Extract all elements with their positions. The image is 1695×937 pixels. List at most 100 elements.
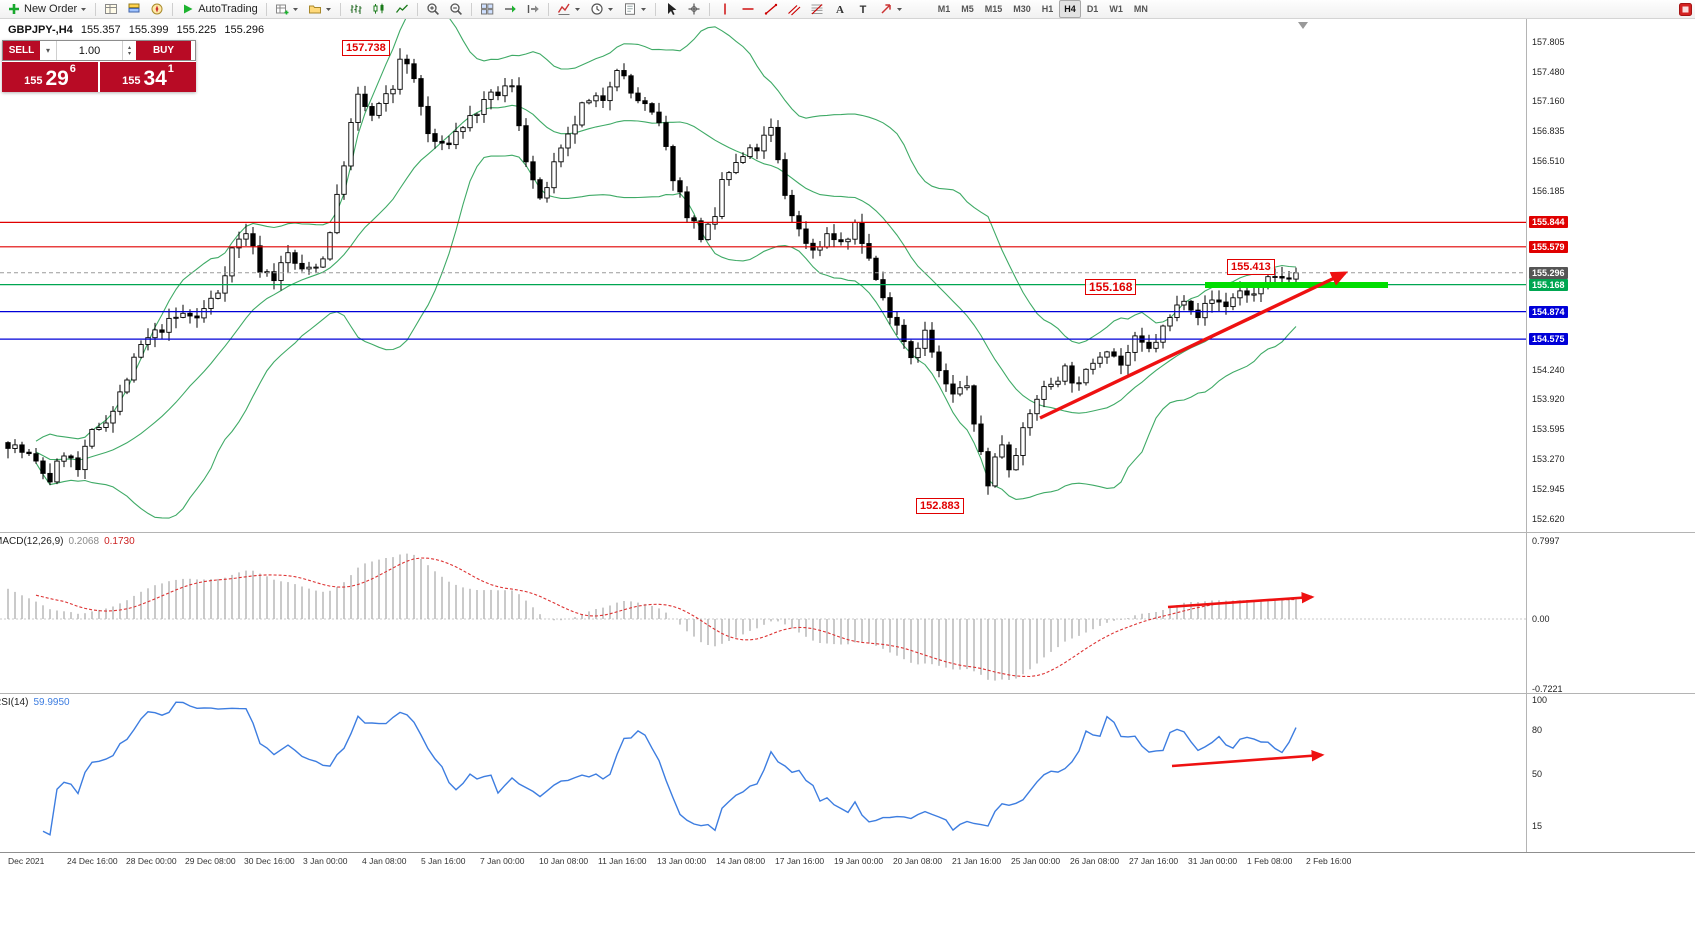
macd-title: MACD(12,26,9) <box>0 536 64 547</box>
dropdown-caret-icon <box>81 7 87 11</box>
price-chart-panel[interactable]: GBPJPY-,H4 155.357 155.399 155.225 155.2… <box>0 18 1527 532</box>
auto-scroll-icon-glyph <box>504 5 516 13</box>
timeframe-m15-button[interactable]: M15 <box>984 4 1003 14</box>
price-scale-axis[interactable]: 157.805 157.480 157.160 156.835 156.510 156.1… <box>1528 18 1695 852</box>
rsi-panel[interactable]: RSI(14) 59.9950 <box>0 694 1527 852</box>
price-tick: 153.270 <box>1532 454 1565 465</box>
timeframe-d1-button[interactable]: D1 <box>1086 4 1099 14</box>
macd-panel[interactable]: MACD(12,26,9) 0.2068 0.1730 <box>0 533 1527 693</box>
timeframe-m30-button[interactable]: M30 <box>1013 4 1031 14</box>
data-window-icon[interactable] <box>123 0 145 18</box>
rsi-tick: 100 <box>1532 695 1548 705</box>
panel-separator[interactable] <box>0 693 1695 694</box>
symbol-period-label: GBPJPY-,H4 <box>8 24 73 36</box>
time-label: 1 Feb 08:00 <box>1247 856 1293 866</box>
timeframe-mn-button[interactable]: MN <box>1133 4 1148 14</box>
periods-icon[interactable] <box>586 0 618 18</box>
chart-price-callout[interactable]: 155.168 <box>1085 279 1137 295</box>
price-tick: 153.920 <box>1532 394 1565 405</box>
chart-ohlc-header: GBPJPY-,H4 155.357 155.399 155.225 155.2… <box>8 24 269 36</box>
tile-windows-icon[interactable] <box>476 0 498 18</box>
svg-text:T: T <box>859 4 866 16</box>
zoom-in-icon[interactable] <box>422 0 444 18</box>
autotrading-button[interactable]: AutoTrading <box>177 0 262 18</box>
market-watch-icon[interactable] <box>100 0 122 18</box>
label-icon[interactable]: T <box>852 0 874 18</box>
macd-main-value: 0.2068 <box>68 536 100 547</box>
new-chart-icon[interactable] <box>271 0 303 18</box>
zoom-out-icon[interactable] <box>445 0 467 18</box>
price-tick: 157.805 <box>1532 37 1565 47</box>
sell-button[interactable]: 155 29 6 <box>2 62 98 92</box>
price-chart-svg <box>0 18 1527 519</box>
channel-icon[interactable] <box>783 0 805 18</box>
navigator-icon[interactable] <box>146 0 168 18</box>
line-chart-icon[interactable] <box>391 0 413 18</box>
indicators-icon[interactable] <box>553 0 585 18</box>
chart-price-callout[interactable]: 155.413 <box>1227 259 1275 275</box>
bar-chart-icon[interactable] <box>345 0 367 18</box>
toolbar-separator <box>265 2 267 16</box>
price-tick: 153.595 <box>1532 424 1565 435</box>
time-label: 25 Jan 00:00 <box>1011 856 1061 866</box>
macd-label: MACD(12,26,9) 0.2068 0.1730 <box>0 536 140 547</box>
text-icon[interactable]: A <box>829 0 851 18</box>
templates-icon[interactable] <box>619 0 651 18</box>
timeframe-w1-button[interactable]: W1 <box>1109 4 1123 14</box>
periods-icon-glyph <box>591 3 603 15</box>
sell-price-pips: 29 <box>45 67 69 90</box>
volume-up-icon[interactable]: ▴ <box>127 44 131 51</box>
toolbar-separator <box>708 2 710 16</box>
toolbar-buttons: New Order AutoTrading A T <box>3 0 907 18</box>
vertical-line-icon[interactable] <box>714 0 736 18</box>
chart-price-callout[interactable]: 157.738 <box>342 40 390 56</box>
volume-dropdown[interactable]: ▾ <box>40 41 57 60</box>
dropdown-caret-icon <box>574 7 580 11</box>
volume-down-icon[interactable]: ▾ <box>127 50 131 57</box>
price-tick: 156.510 <box>1532 156 1565 167</box>
trendline-icon[interactable] <box>760 0 782 18</box>
buy-tab[interactable]: BUY <box>136 41 191 60</box>
arrows-icon[interactable] <box>875 0 907 18</box>
auto-scroll-icon[interactable] <box>499 0 521 18</box>
macd-chart-svg <box>0 553 1527 681</box>
toolbar-right <box>1675 0 1695 18</box>
sell-tab[interactable]: SELL <box>3 41 40 60</box>
cursor-icon[interactable] <box>660 0 682 18</box>
rsi-tick: 80 <box>1532 724 1543 735</box>
candlestick-chart-icon[interactable] <box>368 0 390 18</box>
timeframe-m1-button[interactable]: M1 <box>937 4 951 14</box>
time-label: 19 Jan 00:00 <box>834 856 884 866</box>
volume-stepper[interactable]: ▴ ▾ <box>122 41 136 60</box>
profiles-icon[interactable] <box>304 0 336 18</box>
timeframe-toolbar: M1 M5 M15 M30 H1 H4 D1 W1 MN <box>933 0 1153 18</box>
rsi-chart-svg <box>42 701 1325 836</box>
chart-price-callout[interactable]: 152.883 <box>916 498 964 514</box>
new-order-button[interactable]: New Order <box>3 0 91 18</box>
volume-input[interactable] <box>57 41 122 60</box>
chart-shift-icon[interactable] <box>522 0 544 18</box>
fibonacci-icon[interactable] <box>806 0 828 18</box>
new-order-button-label: New Order <box>24 3 78 15</box>
fibonacci-icon-glyph <box>811 4 823 15</box>
horizontal-line-icon[interactable] <box>737 0 759 18</box>
timeframe-h1-button[interactable]: H1 <box>1041 4 1054 14</box>
time-label: 26 Jan 08:00 <box>1070 856 1120 866</box>
market-watch-icon-glyph <box>105 4 118 14</box>
time-label: 14 Jan 08:00 <box>716 856 766 866</box>
buy-button[interactable]: 155 34 1 <box>100 62 196 92</box>
crosshair-icon[interactable] <box>683 0 705 18</box>
time-axis[interactable]: Dec 2021 24 Dec 16:00 28 Dec 00:00 29 Dec 0… <box>0 853 1695 869</box>
timeframe-m5-button[interactable]: M5 <box>961 4 974 14</box>
price-tag-resistance-2: 155.579 <box>1529 240 1568 253</box>
red-badge-icon[interactable] <box>1675 0 1695 18</box>
panel-separator[interactable] <box>0 532 1695 533</box>
time-label: 17 Jan 16:00 <box>775 856 825 866</box>
dropdown-caret-icon <box>607 7 613 11</box>
timeframe-h4-button[interactable]: H4 <box>1059 0 1081 18</box>
scale-separator <box>1526 18 1527 852</box>
chart-shift-icon-glyph <box>527 5 539 13</box>
price-tick: 152.620 <box>1532 514 1565 524</box>
macd-tick: -0.7221 <box>1532 684 1563 695</box>
price-tag-resistance-1: 155.844 <box>1529 216 1568 229</box>
